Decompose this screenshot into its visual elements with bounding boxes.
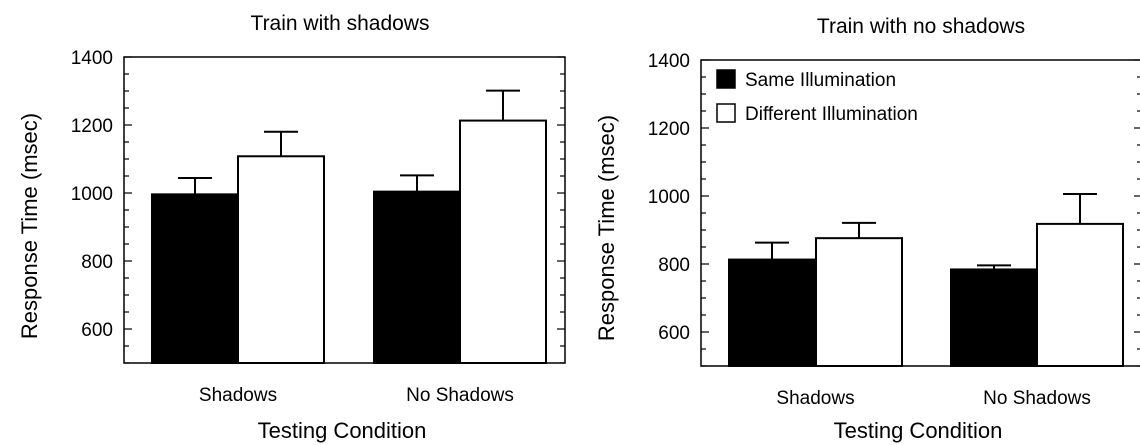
legend-item-same-illumination: Same Illumination bbox=[716, 69, 896, 91]
plot-frame bbox=[700, 59, 1140, 367]
x-tick-label: No Shadows bbox=[983, 388, 1091, 409]
legend-swatch-different bbox=[716, 103, 736, 123]
y-tick-label: 1000 bbox=[648, 187, 690, 208]
x-ticks: Shadows No Shadows bbox=[199, 385, 514, 406]
bars bbox=[728, 222, 1124, 367]
bar-same-1 bbox=[950, 268, 1038, 367]
x-tick-label: Shadows bbox=[199, 385, 277, 406]
y-tick-label: 600 bbox=[658, 323, 690, 344]
error-bars bbox=[755, 192, 1097, 270]
chart-title: Train with no shadows bbox=[817, 15, 1025, 38]
x-tick-label: No Shadows bbox=[406, 385, 514, 406]
y-tick-label: 1400 bbox=[71, 48, 113, 69]
y-axis-label: Response Time (msec) bbox=[17, 113, 42, 339]
legend: Same Illumination Different Illumination bbox=[716, 69, 918, 125]
y-tick-label: 800 bbox=[81, 252, 113, 273]
chart-panel-right: Train with no shadows Response Time (mse… bbox=[594, 15, 1140, 443]
bar-same-0 bbox=[728, 258, 816, 367]
error-bars bbox=[178, 89, 520, 195]
legend-swatch-same bbox=[716, 69, 736, 89]
legend-label: Different Illumination bbox=[745, 104, 918, 125]
y-tick-label: 600 bbox=[81, 320, 113, 341]
chart-title: Train with shadows bbox=[251, 12, 430, 35]
bar-same-0 bbox=[151, 193, 239, 364]
legend-item-different-illumination: Different Illumination bbox=[716, 103, 918, 125]
bar-different-0 bbox=[815, 237, 903, 367]
bar-different-1 bbox=[459, 119, 547, 364]
x-axis-label: Testing Condition bbox=[834, 418, 1003, 443]
chart-panel-left: Train with shadows Response Time (msec) … bbox=[17, 12, 566, 443]
y-ticks: 600 800 1000 1200 1400 bbox=[71, 48, 565, 364]
y-tick-label: 1000 bbox=[71, 184, 113, 205]
y-axis-label: Response Time (msec) bbox=[594, 115, 619, 341]
x-ticks: Shadows No Shadows bbox=[776, 388, 1090, 409]
y-tick-label: 800 bbox=[658, 255, 690, 276]
bar-same-1 bbox=[373, 190, 461, 364]
y-tick-label: 1200 bbox=[71, 116, 113, 137]
bar-different-0 bbox=[237, 155, 325, 364]
x-axis-label: Testing Condition bbox=[258, 418, 427, 443]
y-tick-label: 1200 bbox=[648, 119, 690, 140]
x-tick-label: Shadows bbox=[776, 388, 854, 409]
legend-label: Same Illumination bbox=[745, 70, 896, 91]
bars bbox=[151, 119, 547, 364]
y-ticks: 600 800 1000 1200 1400 bbox=[648, 51, 1140, 367]
y-tick-label: 1400 bbox=[648, 51, 690, 72]
plot-frame bbox=[123, 56, 566, 364]
bar-different-1 bbox=[1036, 222, 1124, 367]
